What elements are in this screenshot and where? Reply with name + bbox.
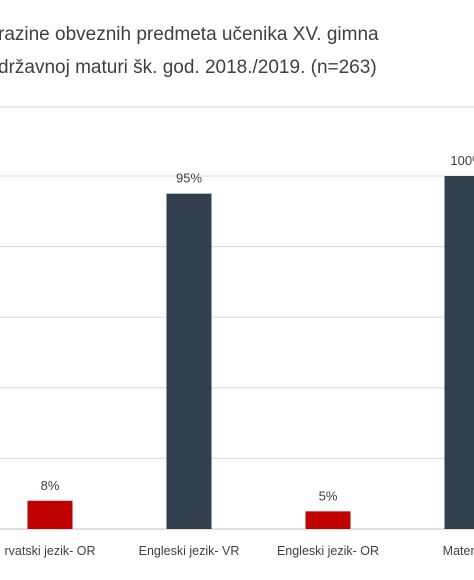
category-labels: rvatski jezik- OR Engleski jezik- VR Engle… [5,544,474,558]
bar [305,511,351,529]
chart-title-line-1: razine obveznih predmeta učenika XV. gim… [0,24,379,45]
data-label: 100% [450,153,474,168]
gridlines [0,175,474,530]
data-label: 5% [319,488,338,503]
category-label: Matemat [443,544,474,558]
category-label: Engleski jezik- OR [277,544,379,558]
chart-title: razine obveznih predmeta učenika XV. gim… [0,24,379,78]
data-label: 95% [176,171,202,186]
bars [27,176,474,529]
bar [27,500,73,529]
data-labels: 8% 95% 5% 100% [41,153,474,503]
category-label: rvatski jezik- OR [5,544,96,558]
data-label: 8% [41,478,60,493]
chart-title-line-2: državnoj maturi šk. god. 2018./2019. (n=… [0,57,377,78]
bar [166,193,212,529]
category-label: Engleski jezik- VR [139,544,240,558]
bar [444,176,474,529]
